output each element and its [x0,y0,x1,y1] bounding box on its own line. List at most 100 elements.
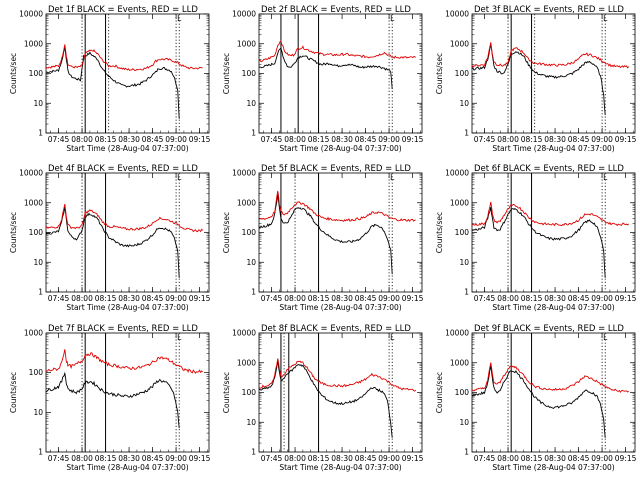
y-tick-label: 1 [251,288,256,297]
x-tick-label: 07:45 [48,454,70,463]
x-tick-label: 08:45 [568,454,590,463]
marker-label: L [390,14,395,23]
y-tick-label: 100 [455,69,470,78]
chart-panel: Det 2f BLACK = Events, RED = LLD 1 10 100 10… [222,5,424,153]
chart-panel: Det 8f BLACK = Events, RED = LLD 1 10 100 10… [222,324,424,472]
y-tick-label: 1 [251,448,256,457]
chart-title: Det 3f BLACK = Events, RED = LLD [474,5,624,15]
chart-title: Det 5f BLACK = Events, RED = LLD [261,164,411,174]
y-axis-label: Counts/sec [9,372,18,413]
x-tick-label: 08:30 [544,294,566,303]
x-tick-label: 08:15 [308,294,330,303]
x-tick-label: 09:00 [378,294,400,303]
x-tick-label: 09:15 [189,294,211,303]
x-tick-label: 07:45 [261,135,283,144]
y-tick-label: 100 [455,388,470,397]
marker-label: L [177,333,182,342]
x-tick-label: 09:15 [402,135,424,144]
events-series-line [471,207,606,278]
x-tick-label: 09:00 [378,135,400,144]
x-tick-label: 08:30 [544,454,566,463]
y-axis-label: Counts/sec [9,212,18,253]
plot-frame [471,13,636,134]
chart-panel: Det 3f BLACK = Events, RED = LLD 1 10 100 10… [435,5,637,153]
y-axis-label: Counts/sec [435,372,444,413]
x-tick-label: 08:30 [331,135,353,144]
x-tick-label: 08:00 [497,294,519,303]
y-tick-label: 1 [38,129,43,138]
marker-label: L [603,173,608,182]
x-tick-label: 09:00 [591,135,613,144]
x-axis-label: Start Time (28-Aug-04 07:37:00) [492,144,614,153]
y-tick-label: 1 [38,288,43,297]
x-tick-label: 07:45 [474,454,496,463]
x-tick-label: 08:15 [521,294,543,303]
y-axis-label: Counts/sec [222,372,231,413]
plot-frame [45,332,210,453]
plot-frame [45,172,210,293]
y-tick-label: 100 [242,388,257,397]
x-axis-label: Start Time (28-Aug-04 07:37:00) [492,303,614,312]
plot-frame [258,172,423,293]
marker-label: L [603,333,608,342]
lld-series-line [471,201,630,227]
y-tick-label: 100 [242,228,257,237]
x-axis-label: Start Time (28-Aug-04 07:37:00) [66,303,188,312]
marker-label: L [177,173,182,182]
x-tick-label: 08:15 [95,454,117,463]
chart-title: Det 2f BLACK = Events, RED = LLD [261,5,411,15]
x-tick-label: 08:15 [95,135,117,144]
events-series-line [258,47,393,90]
x-tick-label: 08:30 [331,454,353,463]
x-tick-label: 08:45 [355,135,377,144]
events-series-line [45,206,180,278]
x-tick-label: 09:00 [165,294,187,303]
chart-title: Det 4f BLACK = Events, RED = LLD [48,164,198,174]
y-tick-label: 1000 [24,39,43,48]
x-tick-label: 08:15 [95,294,117,303]
x-tick-label: 07:45 [261,294,283,303]
lld-series-line [45,44,203,71]
x-tick-label: 08:00 [71,294,93,303]
x-tick-label: 07:45 [474,294,496,303]
x-tick-label: 09:00 [378,454,400,463]
events-series-line [259,360,393,438]
x-axis-label: Start Time (28-Aug-04 07:37:00) [492,463,614,472]
x-tick-label: 08:15 [521,135,543,144]
chart-panel: Det 1f BLACK = Events, RED = LLD 1 10 100 10… [9,5,211,153]
x-tick-label: 09:15 [402,294,424,303]
x-tick-label: 08:00 [71,454,93,463]
y-tick-label: 1000 [237,358,256,367]
x-tick-label: 08:45 [568,135,590,144]
x-tick-label: 08:30 [118,454,140,463]
x-tick-label: 08:15 [308,454,330,463]
y-tick-label: 100 [29,228,44,237]
chart-title: Det 9f BLACK = Events, RED = LLD [474,324,624,334]
y-tick-label: 1000 [450,39,469,48]
chart-panel: Det 4f BLACK = Events, RED = LLD 1 10 100 10… [9,164,211,312]
marker-label: L [603,14,608,23]
y-axis-label: Counts/sec [9,53,18,94]
x-tick-label: 08:45 [142,294,164,303]
y-axis-label: Counts/sec [435,212,444,253]
y-tick-label: 10 [459,258,469,267]
lld-series-line [471,362,629,393]
y-tick-label: 1000 [450,358,469,367]
y-tick-label: 100 [29,368,44,377]
y-tick-label: 10 [246,258,256,267]
plot-frame [45,13,210,134]
x-axis-label: Start Time (28-Aug-04 07:37:00) [279,463,401,472]
x-tick-label: 08:15 [308,135,330,144]
y-tick-label: 1000 [237,198,256,207]
events-series-line [45,371,180,429]
x-tick-label: 07:45 [261,454,283,463]
events-series-line [471,44,606,116]
y-tick-label: 10 [33,408,43,417]
marker-label: L [390,173,395,182]
chart-panel: Det 9f BLACK = Events, RED = LLD 1 10 100 10… [435,324,637,472]
events-series-line [258,194,393,275]
y-tick-label: 10 [459,418,469,427]
y-tick-label: 10 [33,99,43,108]
y-tick-label: 10000 [232,329,256,338]
y-tick-label: 1000 [24,198,43,207]
